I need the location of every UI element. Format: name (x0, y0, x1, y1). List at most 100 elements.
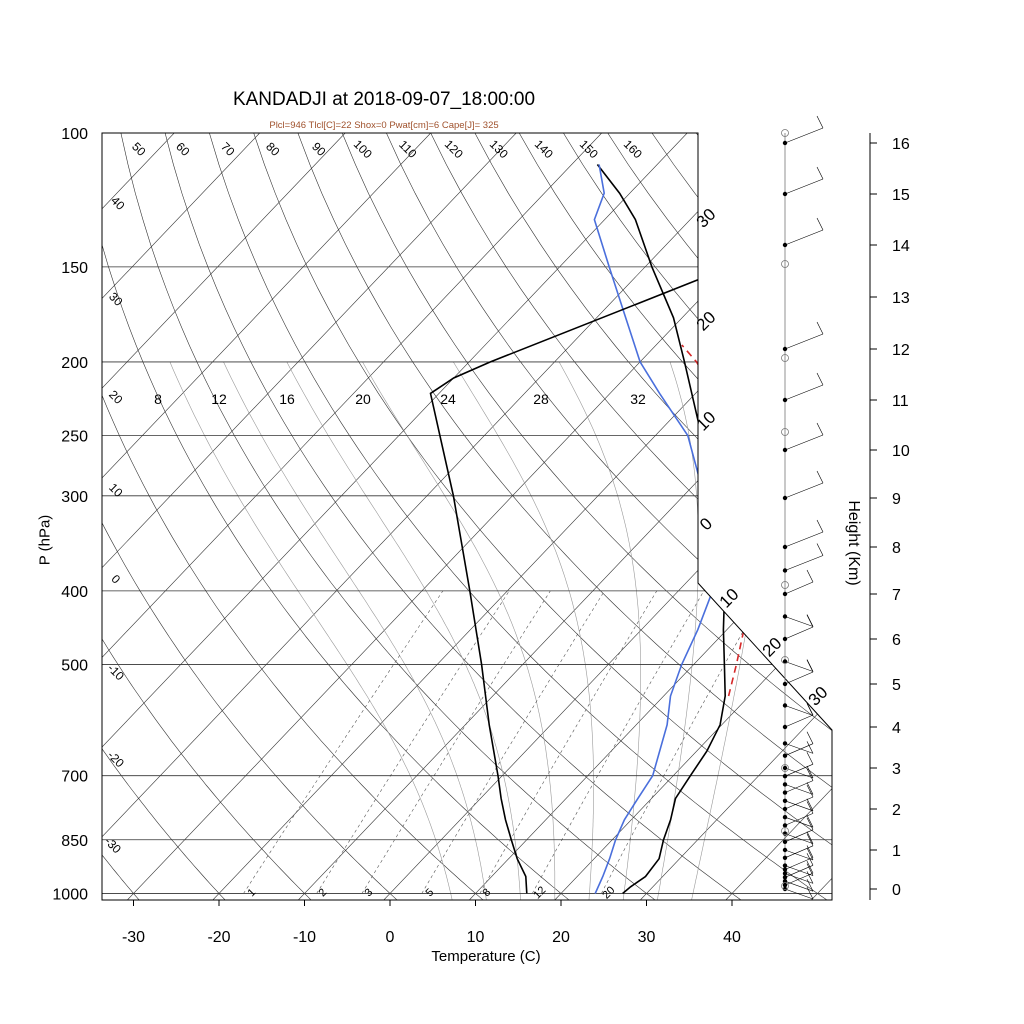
wind-barb (784, 780, 814, 793)
wind-calm-circle (781, 581, 789, 589)
wind-barb (784, 849, 814, 861)
wind-barb-feather (806, 752, 814, 765)
isotherm (127, 133, 832, 900)
wind-barb-feather (816, 470, 824, 484)
temperature-tick-label: 20 (552, 929, 570, 946)
height-tick-label: 10 (892, 443, 910, 460)
wind-barb-feather (816, 115, 824, 129)
x-axis-label: Temperature (C) (431, 948, 541, 965)
moist-adiabat-label: 28 (533, 391, 549, 407)
wind-barb-feather (806, 782, 814, 795)
wind-barb-feather (806, 741, 814, 754)
wind-barb (784, 661, 814, 672)
isotherm-label: 30 (106, 289, 126, 309)
pressure-tick-label: 850 (61, 833, 88, 850)
wind-barb (784, 714, 814, 728)
dry-adiabat (651, 133, 832, 900)
isotherm-label: 20 (759, 634, 786, 661)
wind-barb (784, 616, 814, 627)
dry-adiabat (120, 133, 656, 900)
dry-adiabat (102, 133, 226, 900)
isotherm-label: 30 (693, 205, 720, 232)
mixing-ratio-line (479, 590, 658, 894)
pressure-tick-label: 100 (61, 126, 88, 143)
mixing-ratio-line (316, 590, 510, 894)
height-tick-label: 2 (892, 802, 901, 819)
moist-adiabat (286, 361, 521, 900)
moist-adiabat (223, 361, 487, 900)
dry-adiabat-label: 70 (218, 139, 238, 159)
dry-adiabat (563, 133, 832, 900)
mixing-ratio-label: 8 (480, 886, 493, 899)
isotherm (102, 133, 260, 900)
dry-adiabat (102, 133, 570, 900)
wind-barb-feather (806, 659, 814, 672)
wind-barb-feather (816, 166, 824, 180)
dry-adiabat (607, 133, 832, 900)
temperature-tick-label: -10 (293, 929, 316, 946)
wind-barb (784, 626, 814, 640)
wind-calm-circle (781, 428, 789, 436)
height-tick-label: 8 (892, 540, 901, 557)
wind-barb (784, 434, 824, 451)
height-tick-label: 12 (892, 342, 910, 359)
wind-barb-feather (806, 847, 814, 861)
wind-barb (784, 800, 814, 812)
height-tick-label: 13 (892, 290, 910, 307)
wind-barb (784, 127, 824, 144)
wind-calm-circle (781, 656, 789, 664)
y-axis-label: P (hPa) (36, 514, 54, 566)
isotherm (102, 133, 431, 900)
dry-adiabat (102, 133, 312, 900)
moist-adiabat (169, 361, 453, 900)
pressure-tick-label: 300 (61, 489, 88, 506)
wind-barb-feather (806, 817, 814, 830)
temperature-tick-label: 40 (723, 929, 741, 946)
wind-barb-feather (806, 703, 814, 716)
pressure-tick-label: 400 (61, 584, 88, 601)
mixing-ratio-line (361, 590, 551, 894)
wind-barb-feather (806, 871, 814, 884)
temperature-tick-label: 0 (386, 929, 395, 946)
wind-barb-feather (806, 614, 814, 627)
isotherm (102, 133, 346, 900)
pressure-tick-label: 150 (61, 260, 88, 277)
height-tick-label: 7 (892, 587, 901, 604)
dry-adiabat-label: 140 (532, 137, 556, 161)
wind-barb (784, 178, 824, 195)
height-tick-label: 6 (892, 632, 901, 649)
wind-barb (784, 865, 814, 876)
wind-calm-circle (781, 882, 789, 890)
wind-barb-feather (806, 833, 814, 846)
wind-barb-feather (806, 815, 814, 828)
wind-barb-feather (806, 784, 814, 798)
wind-barb (784, 333, 824, 350)
plot-frame (101, 132, 833, 901)
wind-barb-feather (806, 569, 814, 583)
dry-adiabat (164, 133, 742, 900)
wind-barb-feather (806, 801, 814, 814)
dry-adiabat-label: 100 (351, 137, 375, 161)
wind-barb-feather (806, 798, 814, 811)
mixing-ratio-label: 12 (531, 884, 548, 901)
dry-adiabat (474, 133, 832, 900)
isotherm (640, 133, 832, 900)
isotherm-label: 0 (109, 572, 124, 587)
height-tick-label: 11 (892, 393, 909, 410)
wind-barb (784, 743, 814, 756)
chart-title: KANDADJI at 2018-09-07_18:00:00 (232, 89, 536, 110)
pressure-tick-label: 1000 (52, 886, 88, 903)
isotherm (102, 133, 773, 900)
height-tick-label: 5 (892, 677, 901, 694)
wind-barb-feather (806, 879, 814, 892)
mixing-ratio-line (601, 590, 767, 894)
height-tick-label: 1 (892, 843, 901, 860)
moist-adiabat-label: 20 (355, 391, 371, 407)
wind-barb-feather (806, 845, 814, 858)
temperature-tick-label: -30 (122, 929, 145, 946)
wind-barb (784, 705, 814, 716)
dewpoint-profile (593, 164, 715, 894)
wind-barb-feather (806, 853, 814, 866)
wind-barb-feather (816, 422, 824, 436)
